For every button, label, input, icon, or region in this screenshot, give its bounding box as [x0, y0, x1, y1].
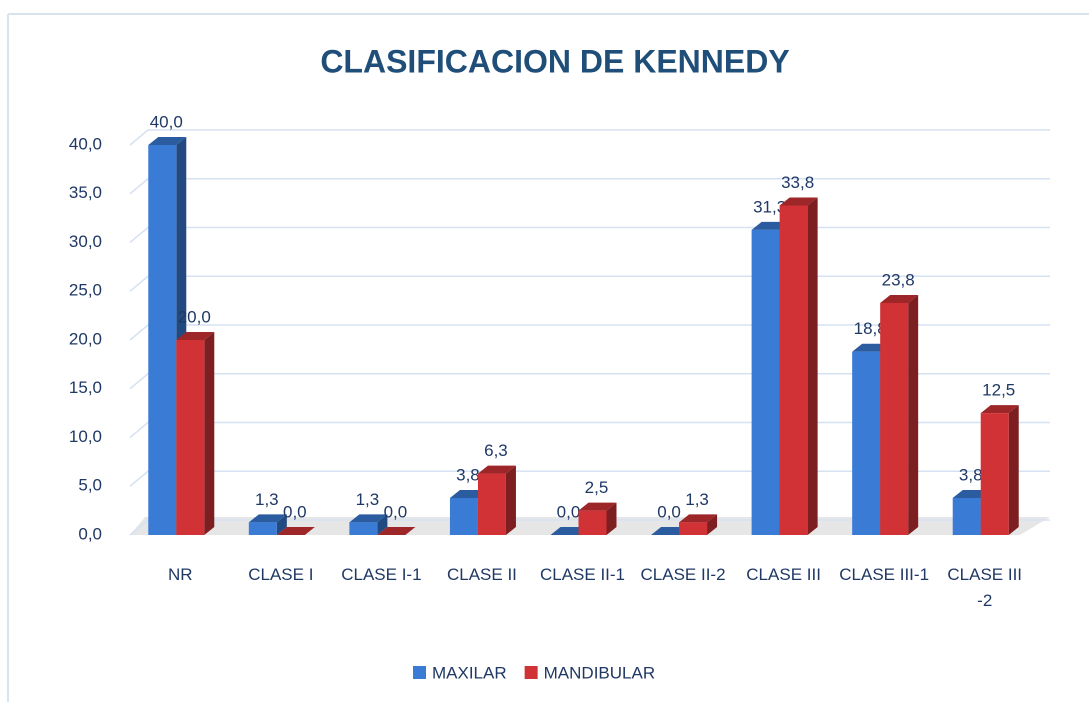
bar-side: [807, 197, 818, 535]
bar-top: [176, 332, 215, 340]
bar: [980, 413, 1009, 535]
y-tick-label: 40,0: [69, 134, 102, 153]
y-tick-label: 5,0: [78, 476, 102, 495]
x-tick-label: NR: [167, 565, 193, 584]
data-label: 0,0: [384, 502, 408, 521]
bar-side: [606, 502, 617, 535]
grid-line: [129, 421, 1050, 439]
bar-top: [248, 514, 287, 523]
bar-top: [779, 197, 818, 206]
bar: [449, 497, 478, 535]
bar-top: [276, 527, 315, 535]
grid-line: [129, 519, 1050, 536]
data-label: 18,8: [854, 319, 887, 338]
data-label: 6,3: [484, 441, 508, 460]
data-label: 23,8: [882, 270, 915, 289]
bar-side: [276, 514, 287, 535]
bar-top: [980, 405, 1019, 414]
bar: [779, 205, 808, 535]
data-label: 0,0: [283, 502, 307, 521]
bar: [578, 510, 607, 535]
legend-swatch: [524, 666, 538, 679]
data-label: 12,5: [982, 381, 1015, 400]
grid-line: [129, 373, 1050, 390]
bar-top: [148, 137, 187, 145]
x-tick-label: CLASE II: [446, 565, 517, 584]
bar-top: [578, 502, 617, 511]
bar: [679, 522, 708, 535]
bar: [148, 145, 177, 535]
bar-side: [505, 465, 516, 535]
x-tick-label: CLASE II-1: [539, 565, 626, 584]
bar-side: [908, 294, 919, 535]
bar: [852, 351, 881, 535]
bar-top: [679, 514, 718, 523]
y-tick-label: 25,0: [69, 281, 102, 300]
bar-side: [707, 514, 718, 535]
grid-line: [129, 275, 1050, 292]
data-label: 3,8: [456, 465, 480, 484]
legend-swatch: [413, 666, 426, 679]
bar: [751, 229, 780, 535]
grid-line: [129, 324, 1050, 341]
bar: [952, 497, 981, 535]
data-label: 33,8: [781, 173, 814, 192]
bar-top: [477, 465, 516, 474]
legend-label: MANDIBULAR: [544, 663, 655, 682]
bar-top: [349, 514, 388, 523]
y-tick-label: 10,0: [69, 427, 102, 446]
data-label: 1,3: [255, 490, 279, 509]
legend-label: MAXILAR: [432, 663, 507, 682]
bar-side: [377, 514, 388, 535]
data-label: 2,5: [585, 478, 609, 497]
bar: [880, 302, 909, 535]
data-label: 40,0: [150, 112, 183, 131]
bar-top: [377, 527, 416, 535]
grid-line: [129, 470, 1050, 487]
bar-top: [880, 294, 919, 303]
grid-line: [129, 178, 1050, 195]
y-tick-label: 20,0: [69, 329, 102, 348]
bar: [477, 473, 506, 535]
chart-title: CLASIFICACION DE KENNEDY: [320, 43, 789, 79]
data-label: 3,8: [959, 465, 983, 484]
data-label: 0,0: [657, 502, 681, 521]
data-label: 0,0: [557, 502, 581, 521]
y-tick-label: 35,0: [69, 183, 102, 202]
bar: [349, 522, 378, 535]
grid-line: [129, 226, 1050, 244]
grid-line: [129, 129, 1050, 146]
y-tick-label: 0,0: [78, 524, 102, 543]
data-label: 1,3: [356, 490, 380, 509]
data-label: 1,3: [685, 490, 709, 509]
bar: [176, 340, 205, 535]
bar-side: [1008, 405, 1019, 535]
x-tick-label: CLASE III: [746, 565, 821, 584]
y-tick-label: 30,0: [69, 232, 102, 251]
bar-side: [204, 332, 215, 535]
x-tick-label: CLASE I-1: [341, 565, 422, 584]
x-tick-label: CLASE I: [248, 565, 314, 584]
data-label: 31,3: [753, 197, 786, 216]
x-tick-label: CLASE III-1: [839, 565, 930, 584]
y-tick-label: 15,0: [69, 378, 102, 397]
bar: [248, 522, 277, 535]
data-label: 20,0: [178, 307, 211, 326]
x-tick-label: CLASE II-2: [640, 565, 726, 584]
x-tick-label: CLASE III -2: [947, 565, 1023, 610]
